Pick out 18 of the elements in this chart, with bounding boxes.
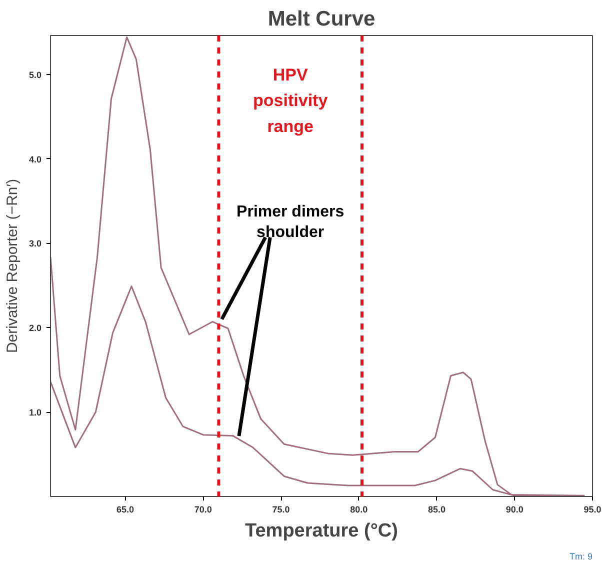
x-tick-label: 80.0 <box>350 504 368 514</box>
x-tick-label: 75.0 <box>272 504 290 514</box>
y-tick-label: 5.0 <box>28 70 42 80</box>
x-tick-label: 70.0 <box>194 504 212 514</box>
y-tick-label: 2.0 <box>28 323 42 334</box>
x-tick-label: 90.0 <box>506 504 524 514</box>
annotation: Primer dimers shoulder <box>236 204 344 241</box>
x-axis-title: Temperature (°C) <box>245 520 398 542</box>
text: Tm: 9 <box>570 552 593 562</box>
annotation: HPV positivity range <box>253 65 328 136</box>
y-tick-label: 4.0 <box>28 154 42 164</box>
y-tick-label: 3.0 <box>28 238 42 249</box>
x-tick-label: 85.0 <box>428 504 446 514</box>
chart-title: Melt Curve <box>268 8 376 30</box>
x-tick-label: 95.0 <box>584 504 602 514</box>
y-tick-label: 1.0 <box>28 408 42 418</box>
x-tick-label: 65.0 <box>116 504 134 514</box>
y-axis-title: Derivative Reporter (−Rn′) <box>4 178 21 354</box>
